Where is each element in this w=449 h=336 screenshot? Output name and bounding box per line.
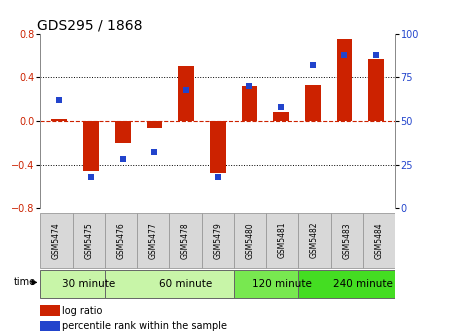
Text: percentile rank within the sample: percentile rank within the sample [62,321,227,331]
Bar [105,270,234,298]
Text: 30 minute: 30 minute [62,279,115,289]
Point [246,83,253,89]
Text: GSM5475: GSM5475 [84,222,93,259]
Bar [242,86,257,121]
Bar [52,119,67,121]
Point [56,97,63,103]
Bar [299,213,330,268]
Text: 240 minute: 240 minute [333,279,393,289]
Bar [137,213,169,268]
Bar [273,112,289,121]
Bar [178,66,194,121]
Bar [40,321,60,331]
Bar [40,305,60,316]
Bar [368,59,384,121]
Bar [115,121,131,143]
Point [151,150,158,155]
Point [119,157,126,162]
Bar [40,213,73,268]
Bar [83,121,99,171]
Point [214,174,221,179]
Text: time: time [14,278,36,287]
Bar [234,270,299,298]
Text: 60 minute: 60 minute [159,279,212,289]
Bar [363,213,395,268]
Point [373,52,380,57]
Point [88,174,95,179]
Bar [105,213,137,268]
Text: GSM5482: GSM5482 [310,222,319,258]
Bar [299,270,395,298]
Text: GSM5474: GSM5474 [52,222,61,259]
Text: GDS295 / 1868: GDS295 / 1868 [37,18,142,33]
Text: log ratio: log ratio [62,306,102,316]
Bar [210,121,226,173]
Bar [169,213,202,268]
Text: 120 minute: 120 minute [252,279,312,289]
Text: GSM5481: GSM5481 [278,222,287,258]
Text: GSM5477: GSM5477 [149,222,158,259]
Text: GSM5480: GSM5480 [246,222,255,259]
Text: GSM5484: GSM5484 [374,222,383,259]
Bar [202,213,234,268]
Text: GSM5479: GSM5479 [213,222,222,259]
Bar [146,121,163,127]
Point [277,104,285,110]
Text: GSM5483: GSM5483 [342,222,351,259]
Point [309,62,317,68]
Point [341,52,348,57]
Bar [234,213,266,268]
Bar [305,85,321,121]
Text: GSM5478: GSM5478 [181,222,190,259]
Text: GSM5476: GSM5476 [117,222,126,259]
Bar [73,213,105,268]
Bar [330,213,363,268]
Point [182,87,189,92]
Bar [337,39,352,121]
Bar [40,270,105,298]
Bar [266,213,299,268]
